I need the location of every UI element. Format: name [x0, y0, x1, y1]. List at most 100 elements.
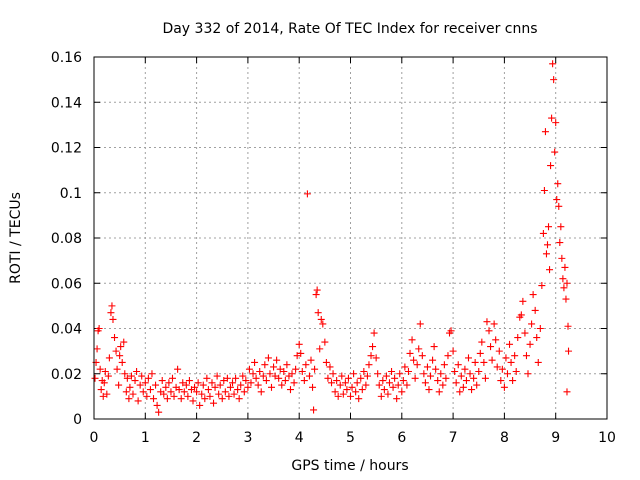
data-point [239, 372, 247, 380]
data-point [220, 377, 228, 385]
data-point [280, 367, 288, 375]
x-tick-label: 2 [192, 430, 201, 446]
data-point [275, 374, 283, 382]
data-point [312, 291, 320, 299]
data-point [559, 275, 567, 283]
data-point [556, 239, 564, 247]
data-point [565, 347, 573, 355]
data-point [348, 383, 356, 391]
data-point [139, 388, 147, 396]
data-point [319, 320, 327, 328]
data-point [125, 395, 133, 403]
data-point [198, 390, 206, 398]
data-point [208, 379, 216, 387]
data-point [313, 286, 321, 294]
data-point [522, 352, 530, 360]
data-point [529, 291, 537, 299]
data-point [481, 374, 489, 382]
data-point [324, 374, 332, 382]
data-point [421, 379, 429, 387]
data-point [104, 372, 112, 380]
data-point [439, 381, 447, 389]
data-point [271, 372, 279, 380]
data-point [141, 379, 149, 387]
data-point [91, 374, 99, 382]
data-point [434, 377, 442, 385]
data-point [310, 406, 318, 414]
data-point [150, 395, 158, 403]
data-point [452, 379, 460, 387]
data-point [314, 309, 322, 317]
data-point [401, 363, 409, 371]
data-point [247, 379, 255, 387]
data-point [257, 388, 265, 396]
data-point [170, 392, 178, 400]
data-point [123, 374, 131, 382]
data-point [475, 367, 483, 375]
data-point [194, 379, 202, 387]
y-tick-label: 0.12 [51, 141, 82, 157]
data-point [347, 392, 354, 400]
data-point [210, 399, 218, 407]
data-point [550, 76, 558, 84]
x-tick-label: 9 [551, 430, 560, 446]
data-point [493, 363, 501, 371]
data-point [218, 395, 226, 403]
x-tick-label: 10 [598, 430, 616, 446]
data-point [309, 383, 317, 391]
data-point [355, 395, 363, 403]
data-point [292, 365, 300, 373]
y-tick-label: 0.06 [51, 276, 82, 292]
data-point [305, 372, 313, 380]
data-point [101, 367, 109, 375]
x-tick-label: 8 [500, 430, 509, 446]
data-point [498, 365, 506, 373]
data-point [367, 352, 375, 360]
data-point [341, 379, 349, 387]
data-point [155, 408, 163, 416]
data-point [129, 390, 137, 398]
data-point [295, 340, 303, 348]
data-point [470, 374, 478, 382]
data-point [449, 347, 457, 355]
data-point [276, 365, 284, 373]
data-point [454, 361, 462, 369]
data-point [242, 377, 250, 385]
data-point [411, 374, 419, 382]
data-point [270, 363, 278, 371]
data-point [557, 223, 565, 231]
x-tick-label: 7 [449, 430, 458, 446]
data-point [206, 392, 214, 400]
data-point [430, 343, 438, 351]
data-point [370, 329, 378, 337]
data-point [334, 392, 342, 400]
data-point [389, 383, 397, 391]
data-point [526, 340, 534, 348]
data-point [492, 336, 500, 344]
data-point [517, 311, 525, 319]
x-axis-title: GPS time / hours [291, 458, 408, 474]
data-point [375, 381, 383, 389]
data-point [547, 162, 555, 170]
data-point [165, 379, 173, 387]
data-point [394, 381, 402, 389]
data-point [168, 374, 176, 382]
data-point [408, 336, 416, 344]
data-point [146, 386, 154, 394]
data-point [229, 379, 237, 387]
data-point [399, 377, 407, 385]
data-point [416, 320, 424, 328]
data-point [435, 388, 443, 396]
data-point [286, 386, 294, 394]
data-point [316, 345, 324, 353]
data-point [379, 377, 387, 385]
data-point [251, 358, 259, 366]
data-point [113, 365, 121, 373]
data-point [548, 114, 556, 122]
data-point [420, 370, 428, 378]
data-point [404, 367, 412, 375]
data-point [554, 180, 562, 188]
x-tick-label: 3 [243, 430, 252, 446]
data-point [95, 325, 103, 332]
